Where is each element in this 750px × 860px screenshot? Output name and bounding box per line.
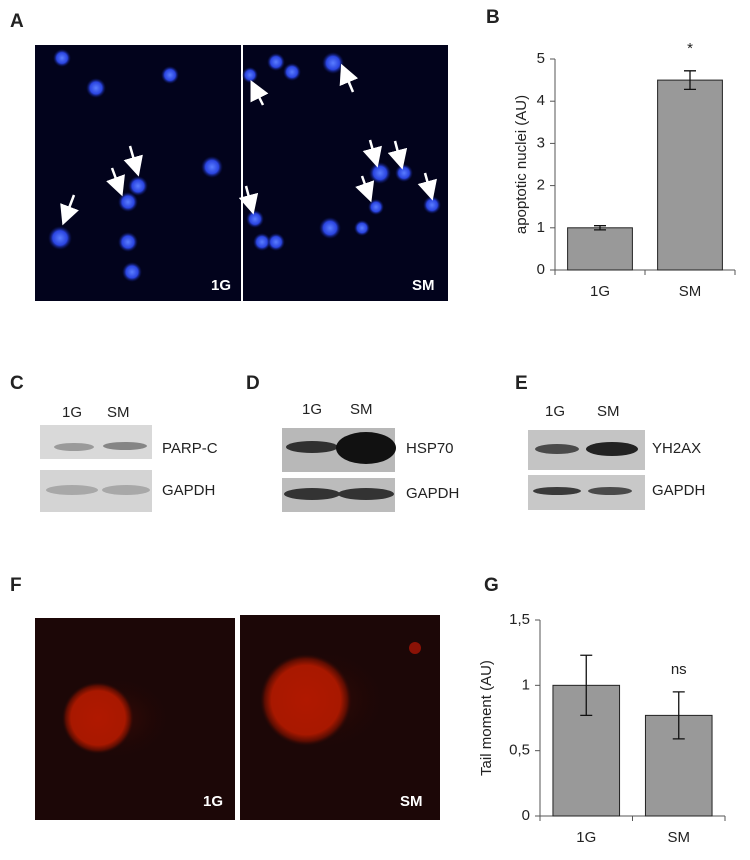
lane-label: SM (597, 403, 620, 420)
error-bar (580, 654, 593, 717)
lane-label: 1G (62, 404, 82, 421)
comet-images: 1G SM (35, 615, 440, 820)
lane-label: SM (350, 401, 373, 418)
y-tick-label: 1,5 (509, 611, 530, 628)
western-blot-d: 1G SM HSP70 GAPDH (282, 401, 459, 512)
micrograph-a: 1G SM (35, 45, 448, 301)
y-tick-label: 4 (537, 92, 545, 109)
lane-label: 1G (302, 401, 322, 418)
panel-letter: E (515, 373, 528, 394)
y-axis-label: apoptotic nuclei (AU) (513, 95, 530, 234)
panel-letter: D (246, 373, 260, 394)
y-tick-label: 3 (537, 134, 545, 151)
western-blot-c: 1G SM PARP-C GAPDH (40, 404, 218, 512)
image-label: 1G (203, 793, 223, 810)
image-label: SM (400, 793, 423, 810)
error-bar (594, 225, 606, 231)
image-label: SM (412, 277, 435, 294)
panel-letter: B (486, 7, 500, 28)
lane-label: SM (107, 404, 130, 421)
y-tick-label: 0 (537, 261, 545, 278)
significance-label: ns (671, 661, 687, 678)
y-tick-label: 0,5 (509, 742, 530, 759)
panel-letter: F (10, 575, 22, 596)
band-label: GAPDH (652, 482, 705, 499)
band-label: PARP-C (162, 440, 218, 457)
western-blot-e: 1G SM YH2AX GAPDH (528, 403, 705, 510)
x-tick-label: 1G (590, 283, 610, 300)
significance-label: * (687, 40, 693, 57)
bar (567, 227, 633, 271)
panel-letter: C (10, 373, 24, 394)
y-tick-label: 2 (537, 177, 545, 194)
panel-letter: G (484, 575, 499, 596)
bar (657, 79, 723, 271)
band-label: GAPDH (406, 485, 459, 502)
band-label: GAPDH (162, 482, 215, 499)
x-tick-label: 1G (576, 829, 596, 846)
y-tick-label: 0 (522, 807, 530, 824)
error-bar (684, 70, 696, 91)
panel-letter: A (10, 11, 24, 32)
x-tick-label: SM (668, 829, 691, 846)
x-tick-label: SM (679, 283, 702, 300)
lane-label: 1G (545, 403, 565, 420)
image-label: 1G (211, 277, 231, 294)
band-label: HSP70 (406, 440, 454, 457)
band-label: YH2AX (652, 440, 701, 457)
y-tick-label: 1 (522, 676, 530, 693)
error-bar (672, 691, 685, 740)
y-axis-label: Tail moment (AU) (478, 660, 495, 776)
y-tick-label: 1 (537, 219, 545, 236)
y-tick-label: 5 (537, 50, 545, 67)
